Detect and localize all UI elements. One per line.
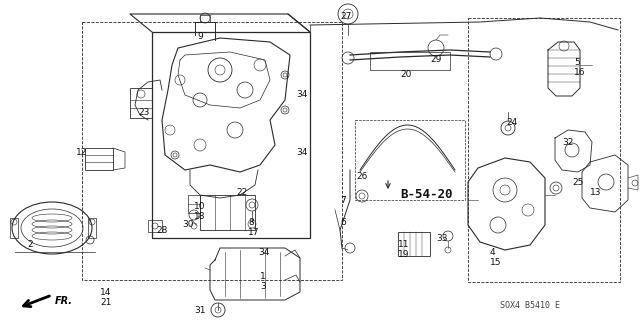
Text: 16: 16 [574,68,586,77]
Text: 11: 11 [398,240,410,249]
Text: 25: 25 [572,178,584,187]
Text: 34: 34 [296,148,307,157]
Text: 1: 1 [260,272,266,281]
Bar [82,22,342,280]
Bar [130,88,152,118]
Text: 24: 24 [506,118,517,127]
Text: 18: 18 [194,212,205,221]
Text: 8: 8 [248,218,253,227]
Text: 2: 2 [27,240,33,249]
Text: 23: 23 [138,108,149,117]
Text: FR.: FR. [55,296,73,306]
Text: 10: 10 [194,202,205,211]
Bar [398,232,430,256]
Text: 13: 13 [590,188,602,197]
Text: 14: 14 [100,288,111,297]
Bar [188,195,200,213]
Text: 34: 34 [258,248,269,257]
Bar [152,32,310,238]
Text: 26: 26 [356,172,367,181]
Text: 4: 4 [490,248,495,257]
Text: SOX4 B5410 E: SOX4 B5410 E [500,301,560,310]
Bar [88,218,96,238]
Text: 19: 19 [398,250,410,259]
Text: 15: 15 [490,258,502,267]
Bar [355,120,465,200]
Bar [85,148,113,170]
Text: 21: 21 [100,298,111,307]
Text: 6: 6 [340,218,346,227]
Text: 30: 30 [182,220,193,229]
Bar [468,18,620,282]
Text: 28: 28 [156,226,168,235]
Bar [148,220,162,232]
Bar [10,218,18,238]
Text: 20: 20 [400,70,412,79]
Bar [370,52,450,70]
Text: 32: 32 [562,138,573,147]
Text: 31: 31 [194,306,205,315]
Text: 3: 3 [260,282,266,291]
Text: 27: 27 [340,12,351,21]
Text: 33: 33 [436,234,447,243]
Text: 9: 9 [197,32,203,41]
Text: 29: 29 [430,55,442,64]
Text: 34: 34 [296,90,307,99]
Text: 12: 12 [76,148,88,157]
Text: B-54-20: B-54-20 [400,188,452,202]
Text: 17: 17 [248,228,259,237]
Bar [200,195,255,230]
Text: 7: 7 [340,196,346,205]
Text: 5: 5 [574,58,580,67]
Text: 22: 22 [236,188,247,197]
